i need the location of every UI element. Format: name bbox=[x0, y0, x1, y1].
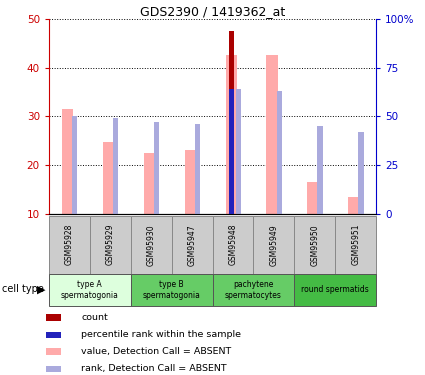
Text: rank, Detection Call = ABSENT: rank, Detection Call = ABSENT bbox=[81, 364, 227, 373]
Text: GSM95951: GSM95951 bbox=[351, 224, 360, 266]
Bar bbox=[131, 216, 172, 274]
Text: ▶: ▶ bbox=[37, 285, 45, 294]
Bar bbox=[229, 31, 234, 214]
Bar bbox=[72, 116, 77, 214]
Bar bbox=[212, 216, 253, 274]
Bar bbox=[307, 182, 319, 214]
Text: count: count bbox=[81, 313, 108, 322]
Bar bbox=[131, 274, 212, 306]
Bar bbox=[235, 89, 241, 214]
Bar bbox=[46, 348, 61, 355]
Bar bbox=[317, 126, 323, 214]
Bar bbox=[46, 332, 61, 338]
Bar bbox=[103, 142, 114, 214]
Title: GDS2390 / 1419362_at: GDS2390 / 1419362_at bbox=[140, 4, 285, 18]
Bar bbox=[154, 122, 159, 214]
Bar bbox=[277, 91, 282, 214]
Bar bbox=[226, 56, 237, 214]
Bar bbox=[113, 118, 118, 214]
Text: cell type: cell type bbox=[2, 285, 44, 294]
Bar bbox=[185, 150, 196, 214]
Bar bbox=[266, 56, 278, 214]
Bar bbox=[335, 216, 376, 274]
Text: type B
spermatogonia: type B spermatogonia bbox=[143, 280, 201, 300]
Bar bbox=[195, 124, 200, 214]
Text: round spermatids: round spermatids bbox=[301, 285, 369, 294]
Text: value, Detection Call = ABSENT: value, Detection Call = ABSENT bbox=[81, 347, 232, 356]
Text: GSM95928: GSM95928 bbox=[65, 224, 74, 266]
Text: GSM95950: GSM95950 bbox=[310, 224, 319, 266]
Bar bbox=[253, 216, 294, 274]
Text: GSM95929: GSM95929 bbox=[106, 224, 115, 266]
Bar bbox=[62, 109, 74, 214]
Bar bbox=[348, 196, 360, 214]
Bar bbox=[49, 274, 131, 306]
Bar bbox=[90, 216, 131, 274]
Bar bbox=[172, 216, 212, 274]
Text: GSM95949: GSM95949 bbox=[269, 224, 278, 266]
Bar bbox=[358, 132, 364, 214]
Bar bbox=[49, 216, 90, 274]
Bar bbox=[294, 274, 376, 306]
Text: pachytene
spermatocytes: pachytene spermatocytes bbox=[225, 280, 282, 300]
Bar bbox=[294, 216, 335, 274]
Text: GSM95947: GSM95947 bbox=[187, 224, 196, 266]
Text: GSM95930: GSM95930 bbox=[147, 224, 156, 266]
Text: percentile rank within the sample: percentile rank within the sample bbox=[81, 330, 241, 339]
Text: type A
spermatogonia: type A spermatogonia bbox=[61, 280, 119, 300]
Bar bbox=[144, 153, 155, 214]
Bar bbox=[229, 89, 234, 214]
Bar bbox=[212, 274, 294, 306]
Text: GSM95948: GSM95948 bbox=[229, 224, 238, 266]
Bar bbox=[46, 366, 61, 372]
Bar bbox=[46, 314, 61, 321]
